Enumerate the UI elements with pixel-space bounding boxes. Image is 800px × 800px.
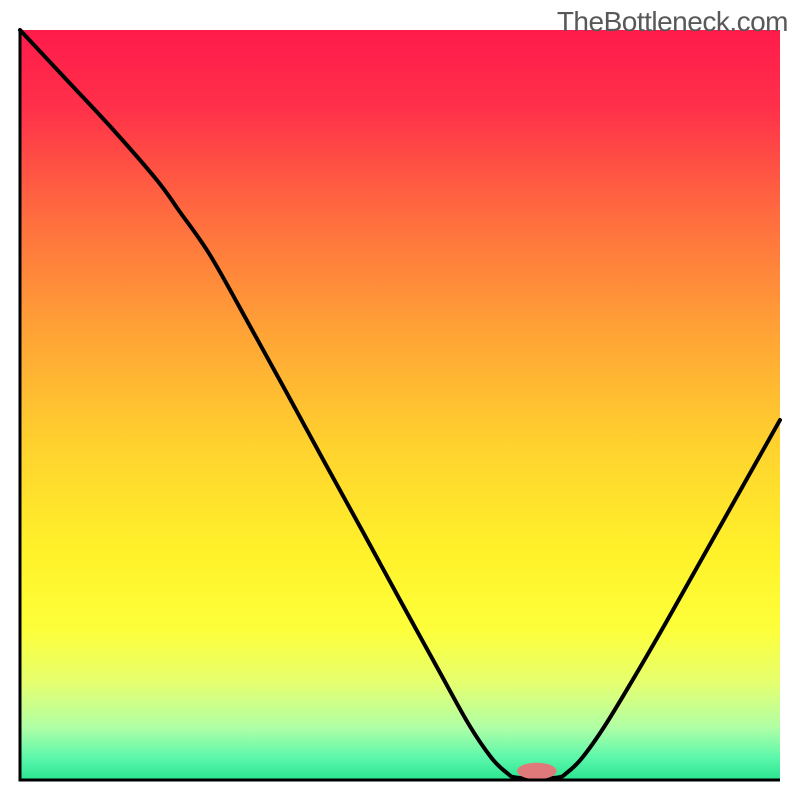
chart-svg — [0, 0, 800, 800]
chart-background — [20, 30, 780, 780]
bottleneck-chart: TheBottleneck.com — [0, 0, 800, 800]
watermark-text: TheBottleneck.com — [557, 6, 788, 38]
optimal-marker — [517, 763, 557, 780]
